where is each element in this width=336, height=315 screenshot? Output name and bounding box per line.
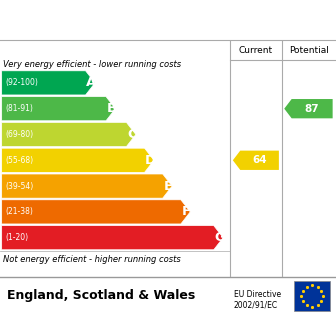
Text: Current: Current [239, 46, 273, 54]
Text: (1-20): (1-20) [6, 233, 29, 242]
Polygon shape [233, 151, 279, 170]
Bar [294, 281, 330, 311]
Polygon shape [2, 148, 154, 172]
Text: (69-80): (69-80) [6, 130, 34, 139]
Text: Not energy efficient - higher running costs: Not energy efficient - higher running co… [3, 255, 181, 264]
Text: Very energy efficient - lower running costs: Very energy efficient - lower running co… [3, 60, 181, 69]
Text: C: C [127, 128, 137, 141]
Text: England, Scotland & Wales: England, Scotland & Wales [7, 289, 195, 302]
Text: A: A [86, 76, 96, 89]
Text: 2002/91/EC: 2002/91/EC [234, 301, 278, 310]
Text: (55-68): (55-68) [6, 156, 34, 165]
Text: 64: 64 [252, 155, 266, 165]
Text: Potential: Potential [289, 46, 329, 54]
Text: (81-91): (81-91) [6, 104, 34, 113]
Text: 87: 87 [304, 104, 319, 114]
Polygon shape [2, 71, 95, 95]
Text: F: F [181, 205, 191, 218]
Polygon shape [2, 200, 190, 224]
Text: EU Directive: EU Directive [234, 289, 281, 299]
Polygon shape [2, 226, 223, 250]
Text: B: B [107, 102, 117, 115]
Text: (92-100): (92-100) [6, 78, 39, 87]
Polygon shape [2, 174, 172, 198]
Text: E: E [163, 180, 172, 192]
Polygon shape [284, 99, 333, 118]
Polygon shape [2, 123, 136, 146]
Text: G: G [214, 231, 225, 244]
Text: D: D [145, 154, 156, 167]
Text: (21-38): (21-38) [6, 207, 34, 216]
Text: (39-54): (39-54) [6, 181, 34, 191]
Polygon shape [2, 97, 116, 121]
Text: Energy Efficiency Rating: Energy Efficiency Rating [10, 13, 232, 27]
